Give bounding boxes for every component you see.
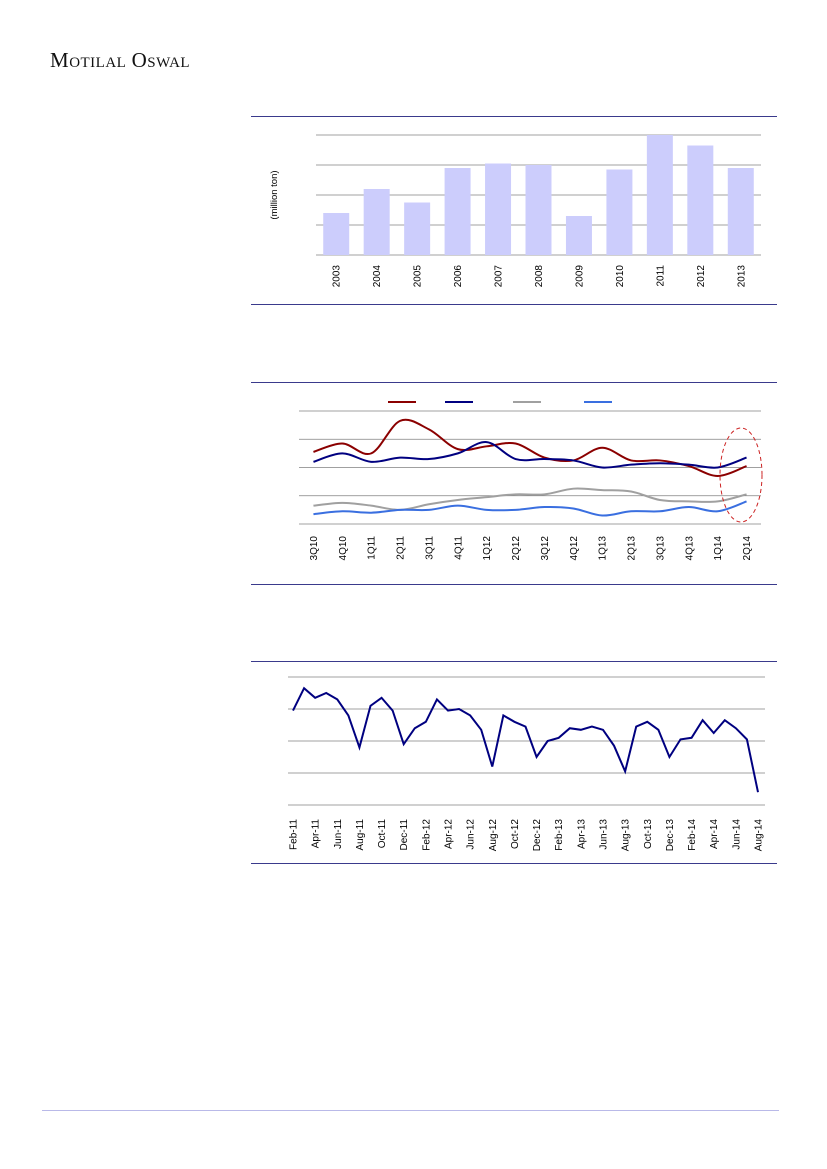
x-tick-label: Apr-13 xyxy=(576,819,587,849)
x-tick-label: 2009 xyxy=(574,265,585,288)
chart3-bottom-rule xyxy=(251,863,777,864)
x-tick-label: 4Q11 xyxy=(453,536,464,560)
x-tick-label: Aug-12 xyxy=(488,819,499,852)
x-tick-label: 2011 xyxy=(655,265,666,287)
x-tick-label: Jun-11 xyxy=(333,819,344,849)
x-tick-label: 2003 xyxy=(332,265,343,288)
chart2-top-rule xyxy=(251,382,777,383)
x-tick-label: 1Q14 xyxy=(713,536,724,561)
bar-2012 xyxy=(687,145,714,255)
x-tick-label: 2Q13 xyxy=(627,536,638,561)
x-tick-label: 4Q12 xyxy=(569,536,580,561)
chart3-top-rule xyxy=(251,661,777,662)
x-tick-label: Oct-12 xyxy=(510,819,521,849)
chart2-bottom-rule xyxy=(251,584,777,585)
x-tick-label: Dec-12 xyxy=(532,819,543,852)
chart1-bottom-rule xyxy=(251,304,777,305)
brand-logo: MOTILAL OSWAL xyxy=(50,48,191,72)
x-tick-label: 2Q12 xyxy=(511,536,522,561)
x-tick-label: Feb-13 xyxy=(554,819,565,851)
bar-2005 xyxy=(404,202,431,255)
x-tick-label: 1Q11 xyxy=(367,536,378,560)
x-tick-label: 2006 xyxy=(453,265,464,288)
x-tick-label: Apr-11 xyxy=(311,819,322,849)
x-tick-label: Aug-14 xyxy=(754,819,765,852)
x-tick-label: Apr-12 xyxy=(444,819,455,849)
series-line-1 xyxy=(313,418,747,477)
footer-rule xyxy=(42,1110,779,1111)
x-tick-label: 2Q14 xyxy=(742,536,753,561)
series-line-3 xyxy=(313,487,747,511)
x-tick-label: 2008 xyxy=(534,265,545,288)
bar-2004 xyxy=(363,189,390,255)
x-tick-label: Oct-11 xyxy=(377,819,388,849)
series-line xyxy=(292,686,759,793)
x-tick-label: 4Q10 xyxy=(338,536,349,561)
bar-2006 xyxy=(444,168,471,255)
x-tick-label: Dec-11 xyxy=(399,819,410,851)
x-tick-label: 2007 xyxy=(494,265,505,288)
x-tick-label: Aug-11 xyxy=(355,819,366,851)
x-tick-label: Aug-13 xyxy=(621,819,632,852)
x-tick-label: 4Q13 xyxy=(684,536,695,561)
bar-2013 xyxy=(727,168,754,255)
x-tick-label: 1Q13 xyxy=(598,536,609,561)
highlight-ellipse xyxy=(719,427,763,523)
x-tick-label: 2004 xyxy=(372,265,383,288)
series-line-2 xyxy=(313,441,747,469)
x-tick-label: Jun-14 xyxy=(731,819,742,850)
bar-2008 xyxy=(525,165,552,255)
x-tick-label: Apr-14 xyxy=(709,819,720,849)
x-tick-label: 3Q12 xyxy=(540,536,551,561)
bar-2011 xyxy=(646,135,673,255)
x-tick-label: 2012 xyxy=(696,265,707,288)
x-tick-label: Oct-13 xyxy=(643,819,654,849)
x-tick-label: 2013 xyxy=(736,265,747,288)
bar-2003 xyxy=(323,213,350,255)
bar-2010 xyxy=(606,169,633,255)
x-tick-label: 3Q13 xyxy=(655,536,666,561)
x-tick-label: 1Q12 xyxy=(482,536,493,561)
x-tick-label: Dec-13 xyxy=(665,819,676,852)
x-tick-label: 2010 xyxy=(615,265,626,288)
x-tick-label: Jun-12 xyxy=(466,819,477,850)
x-tick-label: 3Q11 xyxy=(424,536,435,560)
series-line-4 xyxy=(313,500,747,517)
x-tick-label: 3Q10 xyxy=(309,536,320,561)
x-tick-label: Feb-11 xyxy=(289,819,300,850)
bar-2009 xyxy=(565,216,592,255)
x-tick-label: 2005 xyxy=(413,265,424,288)
y-axis-label: (million ton) xyxy=(269,170,280,219)
x-tick-label: Feb-12 xyxy=(421,819,432,851)
x-tick-label: Feb-14 xyxy=(687,819,698,851)
x-tick-label: Jun-13 xyxy=(599,819,610,850)
bar-2007 xyxy=(485,163,512,255)
chart1-top-rule xyxy=(251,116,777,117)
x-tick-label: 2Q11 xyxy=(396,536,407,560)
